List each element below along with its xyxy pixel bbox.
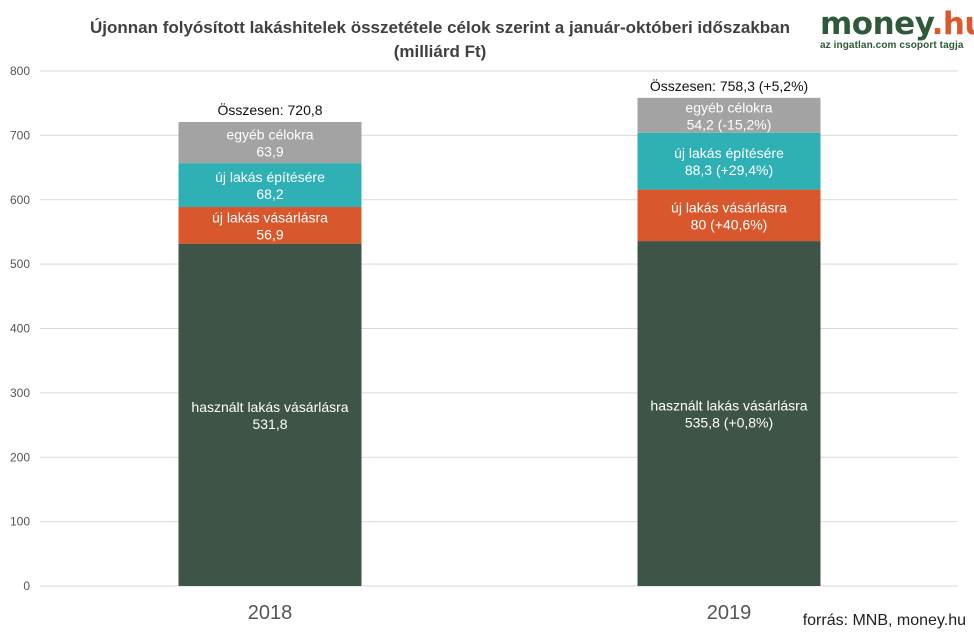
chart-title: Újonnan folyósított lakáshitelek összeté… bbox=[60, 16, 820, 64]
segment-value-label: 88,3 (+29,4%) bbox=[685, 162, 773, 178]
y-tick-label: 300 bbox=[10, 386, 30, 400]
bar-segment bbox=[637, 97, 821, 133]
source-note: forrás: MNB, money.hu bbox=[802, 612, 966, 629]
y-tick-label: 700 bbox=[10, 128, 30, 142]
logo-suffix: .hu bbox=[931, 6, 974, 42]
y-tick-label: 500 bbox=[10, 257, 30, 271]
segment-series-name: egyéb célokra bbox=[685, 99, 772, 115]
total-label: Összesen: 758,3 (+5,2%) bbox=[650, 77, 808, 94]
y-tick-label: 0 bbox=[23, 579, 30, 593]
bar-segment bbox=[637, 241, 821, 587]
logo-tagline: az ingatlan.com csoport tagja bbox=[820, 40, 964, 51]
segment-value-label: 68,2 bbox=[256, 186, 283, 202]
segment-series-name: új lakás vásárlásra bbox=[671, 199, 787, 215]
segment-series-name: új lakás építésére bbox=[674, 145, 784, 161]
bar-segment bbox=[637, 132, 821, 190]
y-tick-label: 800 bbox=[10, 64, 30, 78]
x-category-label: 2018 bbox=[248, 602, 293, 624]
bar-segment bbox=[178, 243, 362, 586]
segment-series-name: használt lakás vásárlásra bbox=[650, 398, 807, 414]
segment-value-label: 54,2 (-15,2%) bbox=[687, 116, 772, 132]
segment-value-label: 535,8 (+0,8%) bbox=[685, 415, 773, 431]
title-line-1: Újonnan folyósított lakáshitelek összeté… bbox=[89, 18, 791, 37]
segment-value-label: 531,8 bbox=[252, 416, 287, 432]
y-tick-label: 100 bbox=[10, 515, 30, 529]
segment-series-name: használt lakás vásárlásra bbox=[191, 399, 348, 415]
segment-value-label: 56,9 bbox=[256, 226, 283, 242]
money-hu-logo[interactable]: money.hu az ingatlan.com csoport tagja bbox=[820, 4, 974, 51]
x-category-label: 2019 bbox=[707, 602, 752, 624]
segment-value-label: 80 (+40,6%) bbox=[691, 216, 768, 232]
segment-series-name: új lakás vásárlásra bbox=[212, 209, 328, 225]
segment-series-name: új lakás építésére bbox=[215, 169, 325, 185]
bar-segment bbox=[178, 163, 362, 208]
bar-segment bbox=[637, 189, 821, 242]
logo-main-text: money bbox=[820, 6, 932, 42]
total-label: Összesen: 720,8 bbox=[217, 101, 322, 118]
y-tick-label: 400 bbox=[10, 322, 30, 336]
bar-segment bbox=[178, 207, 362, 244]
segment-series-name: egyéb célokra bbox=[226, 127, 313, 143]
y-tick-label: 200 bbox=[10, 450, 30, 464]
y-tick-label: 600 bbox=[10, 193, 30, 207]
logo-wordmark: money.hu bbox=[820, 4, 974, 44]
segment-value-label: 63,9 bbox=[256, 144, 283, 160]
title-line-2: (milliárd Ft) bbox=[393, 42, 487, 61]
bar-segment bbox=[178, 121, 362, 164]
